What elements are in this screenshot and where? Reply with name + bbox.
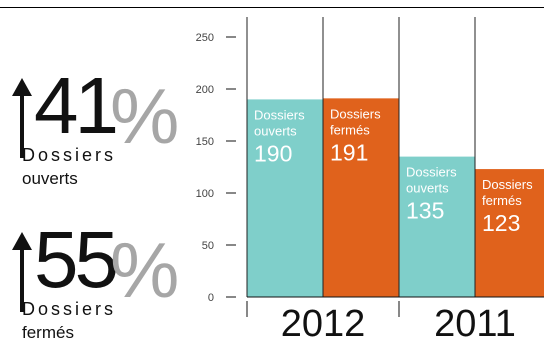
stat-closed: 55 % Dossiers fermés xyxy=(10,206,179,356)
stat-closed-percent: % xyxy=(110,226,180,314)
stat-opened-label-line2: ouverts xyxy=(22,169,78,188)
x-category-label: 2012 xyxy=(281,303,366,345)
y-tick-label: 200 xyxy=(196,84,214,96)
stat-closed-value: 55 xyxy=(34,215,119,304)
stat-opened-label-line1: Dossiers xyxy=(22,145,117,165)
bar xyxy=(475,169,544,297)
stat-opened-percent: % xyxy=(110,72,180,160)
arrow-up-icon xyxy=(12,78,32,158)
top-rule xyxy=(0,7,544,8)
bar-series-label: fermés xyxy=(482,193,522,208)
bar-series-label: fermés xyxy=(330,122,370,137)
y-tick-label: 150 xyxy=(196,136,214,148)
y-tick-label: 250 xyxy=(196,32,214,44)
bar-series-label: Dossiers xyxy=(482,177,533,192)
bar-series-label: Dossiers xyxy=(254,107,305,122)
bar-value-label: 135 xyxy=(406,198,444,224)
stat-closed-label-line2: fermés xyxy=(22,323,74,342)
stat-opened: 41 % Dossiers ouverts xyxy=(10,52,179,202)
stat-closed-label-line1: Dossiers xyxy=(22,299,117,319)
bar xyxy=(247,99,323,298)
bar-series-label: Dossiers xyxy=(406,165,457,180)
bar-value-label: 123 xyxy=(482,210,520,236)
x-category-label: 2011 xyxy=(434,303,516,345)
y-tick-label: 0 xyxy=(208,292,214,304)
arrow-up-icon xyxy=(12,232,32,312)
bar xyxy=(323,98,399,297)
stat-opened-value: 41 xyxy=(34,61,119,150)
y-tick-label: 50 xyxy=(202,240,214,252)
bar-series-label: ouverts xyxy=(254,123,297,138)
y-tick-label: 100 xyxy=(196,188,214,200)
bar xyxy=(399,156,475,297)
bar-value-label: 191 xyxy=(330,139,368,165)
bar-series-label: ouverts xyxy=(406,181,449,196)
bar-value-label: 190 xyxy=(254,140,292,166)
bar-series-label: Dossiers xyxy=(330,106,381,121)
